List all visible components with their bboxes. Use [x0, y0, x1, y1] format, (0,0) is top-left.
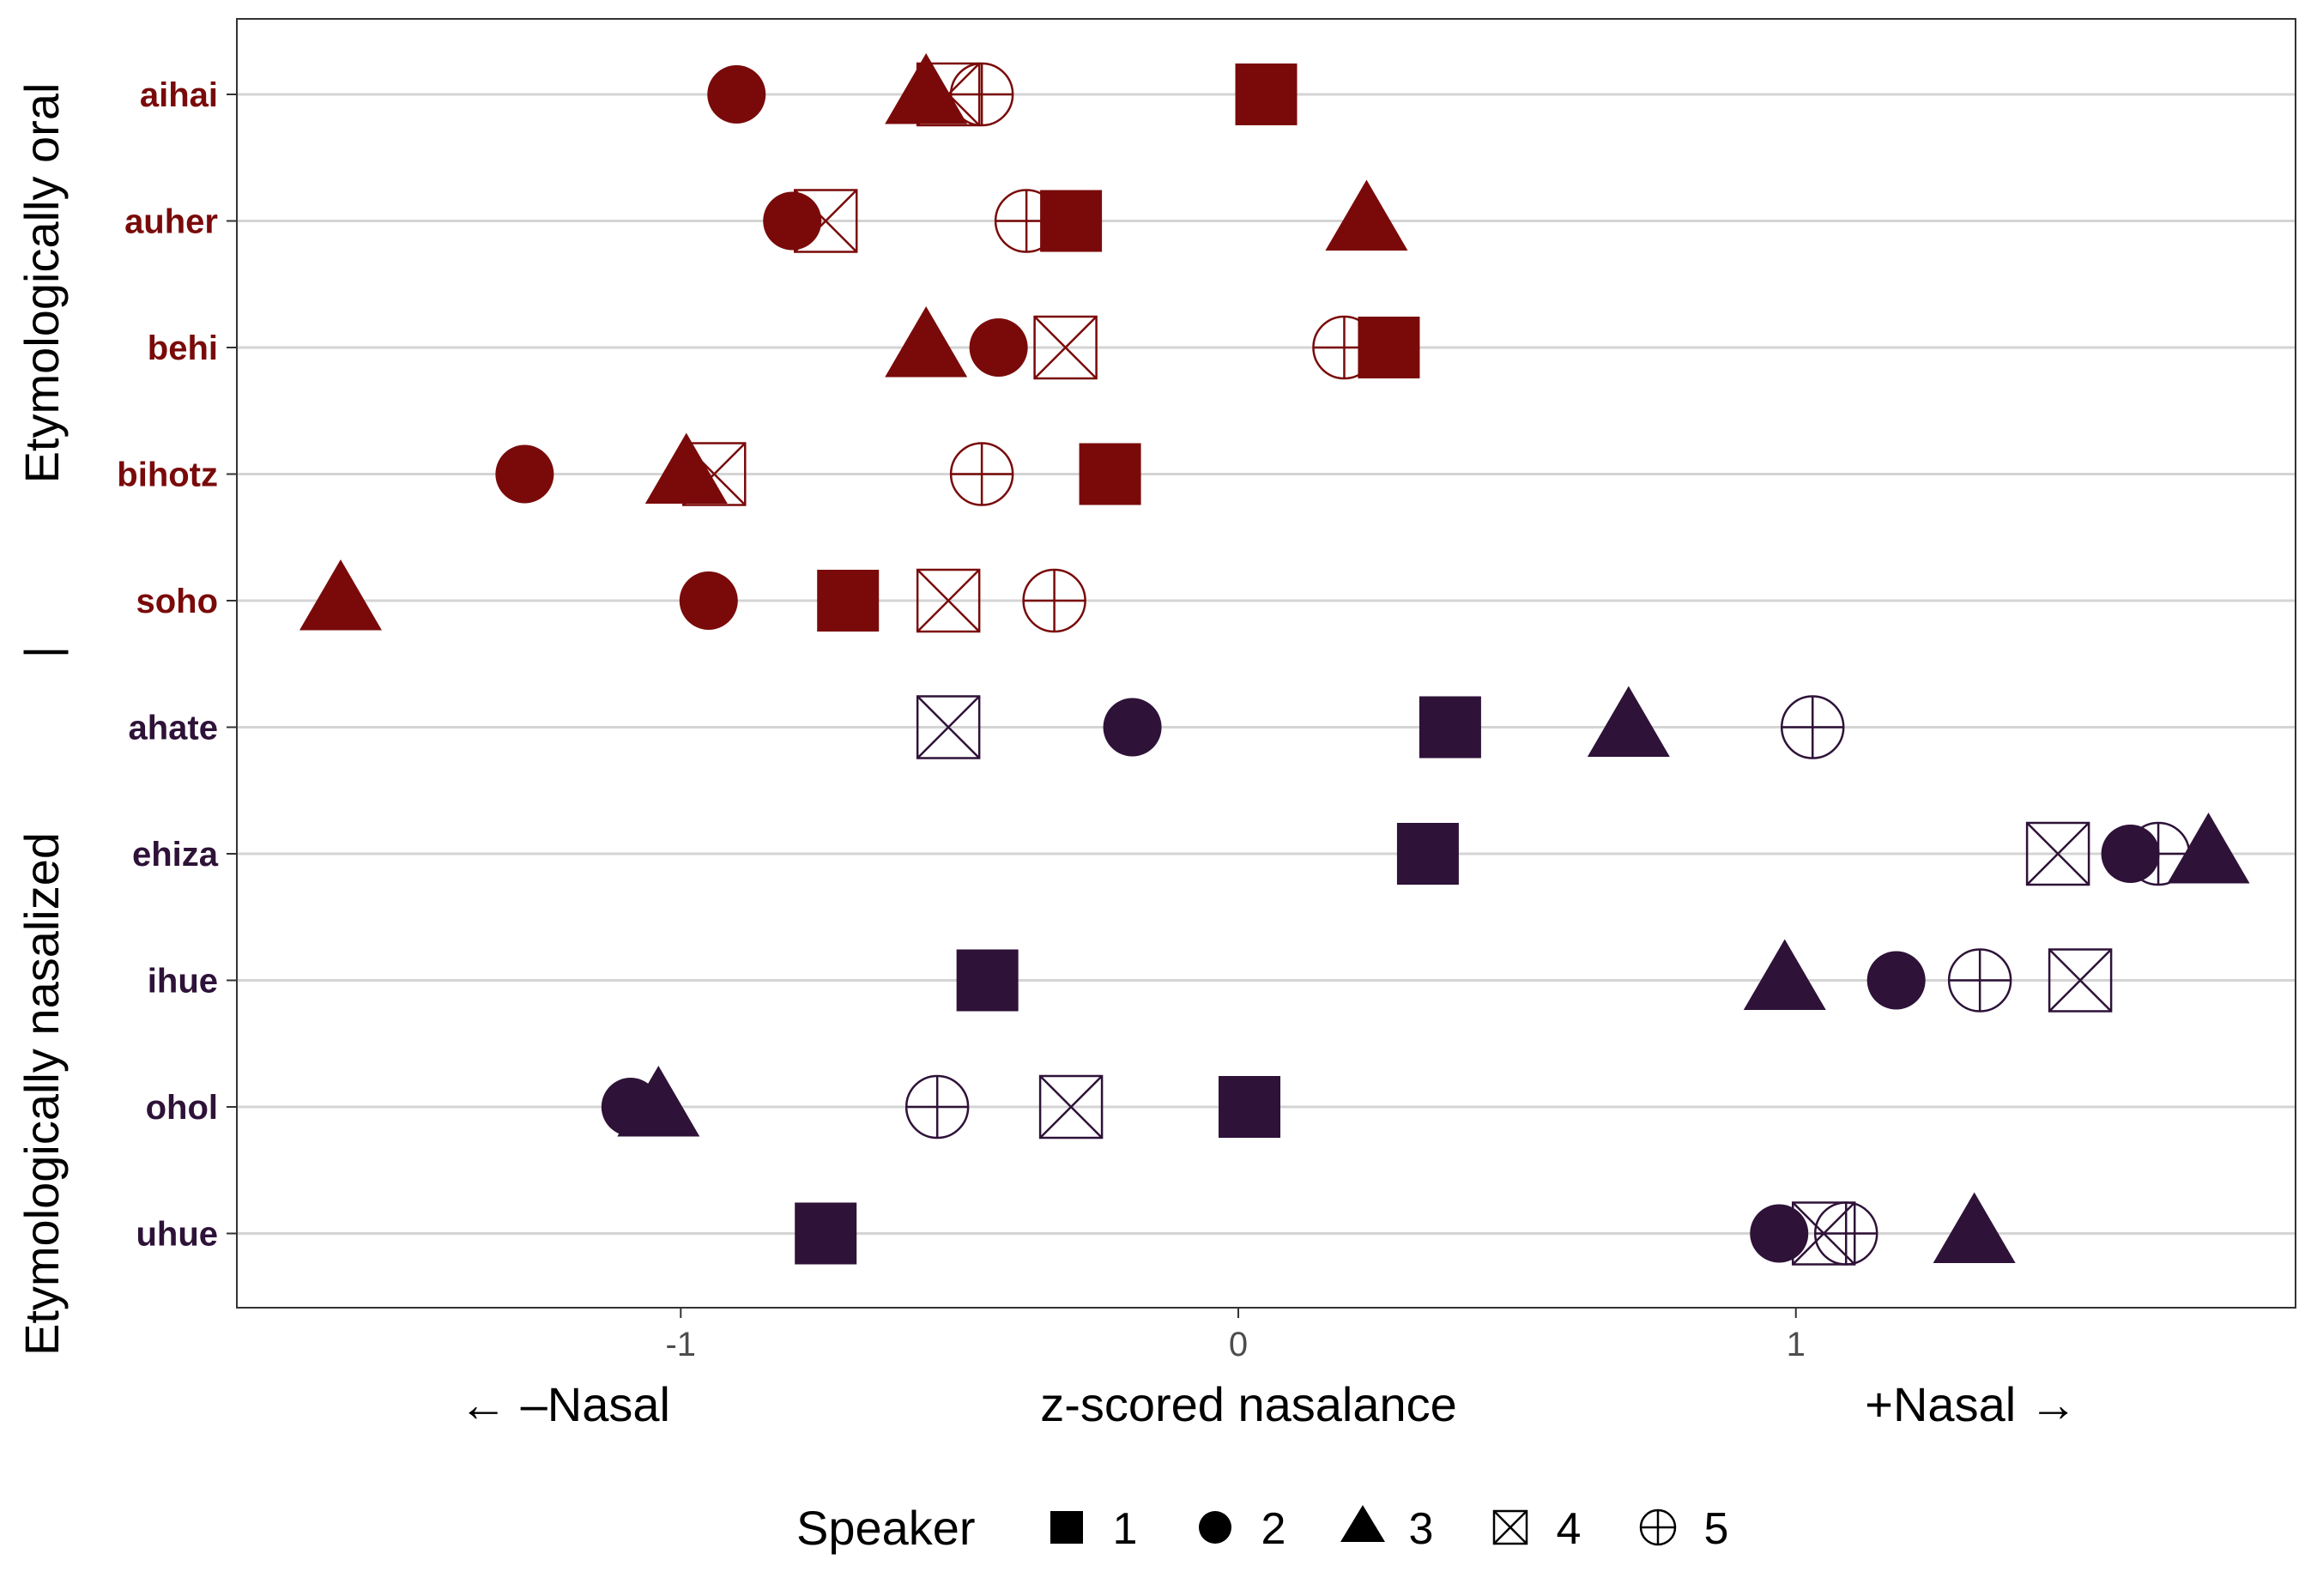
legend-key-3 [1340, 1505, 1385, 1542]
point-speaker-2-uhue [1750, 1204, 1809, 1263]
x-axis-title: z-scored nasalance [1040, 1377, 1457, 1431]
x-axis-left-annotation: ← –Nasal [459, 1377, 670, 1431]
x-axis-right-annotation: +Nasal → [1865, 1377, 2077, 1431]
point-speaker-5-soho [1022, 568, 1086, 633]
legend-key-4 [1492, 1509, 1528, 1545]
point-speaker-4-soho [916, 568, 981, 633]
point-speaker-4-ihue [2048, 948, 2113, 1013]
legend-title: Speaker [796, 1501, 976, 1555]
point-speaker-3-behi [885, 306, 968, 378]
point-speaker-4-auher [793, 189, 858, 253]
point-speaker-5-aihai [949, 62, 1014, 127]
word-label: ihue [148, 963, 218, 1001]
point-speaker-3-ahate [1587, 686, 1670, 758]
point-speaker-4-ahate [916, 695, 981, 759]
point-speaker-3-auher [1325, 179, 1408, 251]
point-speaker-5-ihue [1947, 948, 2012, 1013]
point-speaker-4-ehiza [2025, 821, 2090, 886]
point-speaker-1-ehiza [1396, 823, 1459, 885]
word-label: ahate [129, 710, 219, 747]
word-label: behi [148, 329, 218, 367]
point-speaker-5-bihotz [949, 442, 1014, 506]
word-label: aihai [140, 76, 218, 114]
word-label: soho [136, 583, 218, 620]
point-speaker-3-aihai [885, 53, 968, 124]
x-tick-label: -1 [665, 1326, 696, 1363]
point-speaker-3-uhue [1933, 1192, 2016, 1264]
point-speaker-4-behi [1033, 315, 1098, 380]
point-speaker-4-ohol [1038, 1074, 1104, 1140]
legend-label-1: 1 [1113, 1504, 1138, 1554]
x-tick-label: 1 [1787, 1326, 1806, 1363]
point-speaker-5-auher [994, 189, 1059, 253]
point-speaker-2-auher [763, 191, 822, 251]
word-label: ohol [146, 1089, 218, 1127]
point-speaker-1-ahate [1419, 696, 1481, 759]
group-separator: | [15, 646, 69, 659]
x-axis: -1 0 1 [665, 1308, 1806, 1363]
word-label: bihotz [117, 456, 218, 494]
point-speaker-3-ihue [1743, 939, 1826, 1011]
point-speaker-1-bihotz [1079, 443, 1141, 505]
point-speaker-3-bihotz [644, 432, 728, 505]
data-points [299, 53, 2250, 1266]
point-speaker-2-behi [969, 318, 1028, 377]
point-speaker-1-ihue [956, 949, 1019, 1012]
point-speaker-5-ehiza [2126, 821, 2191, 886]
legend-label-4: 4 [1557, 1504, 1582, 1554]
legend-label-3: 3 [1409, 1504, 1434, 1554]
point-speaker-2-soho [679, 571, 738, 630]
point-speaker-2-aihai [707, 65, 766, 124]
point-speaker-2-ahate [1103, 698, 1162, 757]
group-title-oral: Etymologically oral [15, 83, 69, 484]
point-speaker-4-bihotz [682, 442, 747, 506]
legend: Speaker 1 2 3 4 5 [796, 1501, 1728, 1555]
legend-key-1 [1050, 1511, 1083, 1544]
word-label: uhue [136, 1216, 218, 1254]
point-speaker-3-soho [299, 559, 382, 631]
legend-key-5 [1639, 1508, 1677, 1546]
point-speaker-3-ohol [617, 1066, 700, 1137]
group-title-nasalized: Etymologically nasalized [15, 832, 69, 1356]
point-speaker-5-ohol [904, 1074, 970, 1140]
point-speaker-5-uhue [1813, 1201, 1878, 1266]
point-speaker-1-ohol [1219, 1076, 1281, 1138]
panel-border [236, 18, 2296, 1309]
legend-key-2 [1199, 1511, 1231, 1544]
legend-label-5: 5 [1704, 1504, 1729, 1554]
x-tick-label: 0 [1229, 1326, 1248, 1363]
word-label: auher [124, 203, 218, 241]
point-speaker-5-ahate [1780, 695, 1845, 759]
y-axis: aihai auher behi bihotz soho ahate ehiza ihue oh… [117, 76, 237, 1254]
word-label: ehiza [132, 836, 219, 874]
point-speaker-5-behi [1312, 315, 1376, 380]
point-speaker-1-uhue [795, 1202, 857, 1265]
point-speaker-1-soho [817, 570, 880, 632]
point-speaker-2-ihue [1866, 951, 1926, 1010]
legend-label-2: 2 [1261, 1504, 1286, 1554]
point-speaker-2-bihotz [495, 444, 554, 504]
point-speaker-1-aihai [1235, 63, 1298, 125]
